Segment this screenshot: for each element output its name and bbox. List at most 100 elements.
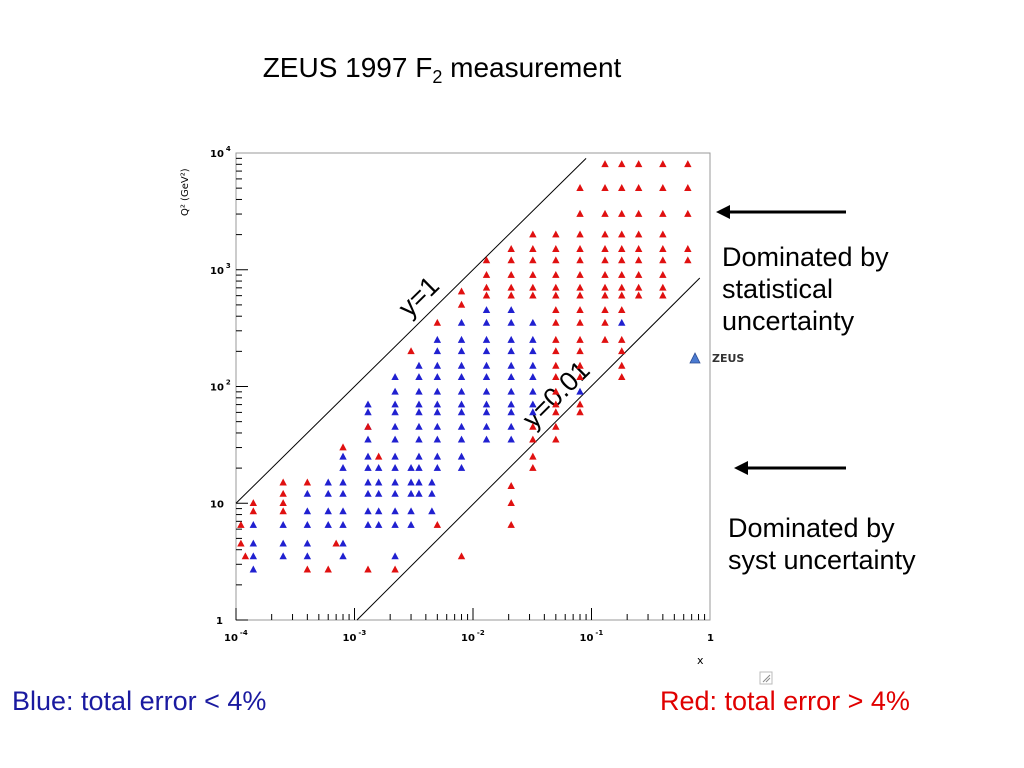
data-point-red: [684, 209, 692, 217]
data-point-red: [482, 256, 491, 264]
data-point-red: [618, 230, 626, 238]
data-point-red: [618, 209, 626, 217]
data-point-blue: [457, 408, 466, 416]
axis-ticks: [235, 157, 706, 621]
data-point-red: [576, 256, 584, 264]
data-point-blue: [391, 387, 399, 395]
data-point-blue: [529, 387, 537, 395]
data-point-blue: [433, 373, 442, 381]
data-point-red: [507, 245, 515, 252]
data-point-red: [659, 209, 667, 217]
data-point-blue: [391, 400, 399, 408]
data-point-red: [482, 291, 491, 299]
x-tick-exponent: -2: [477, 629, 485, 637]
data-point-red: [279, 499, 287, 507]
data-point-blue: [457, 463, 466, 471]
data-point-red: [507, 283, 515, 291]
data-point-red: [391, 565, 399, 573]
data-point-blue: [457, 335, 466, 343]
data-point-red: [279, 507, 287, 515]
data-point-red: [552, 408, 560, 416]
data-point-red: [576, 306, 584, 314]
data-point-red: [618, 306, 626, 314]
data-point-blue: [529, 335, 537, 343]
data-point-red: [618, 256, 626, 264]
data-point-red: [552, 270, 560, 278]
data-point-red: [552, 373, 560, 381]
data-point-red: [618, 283, 626, 291]
data-point-blue: [507, 387, 515, 395]
y-tick-exponent: 3: [226, 262, 231, 270]
data-point-blue: [324, 520, 332, 528]
data-point-blue: [482, 373, 491, 381]
data-point-blue: [482, 361, 491, 369]
footer-red-legend: Red: total error > 4%: [660, 686, 910, 716]
data-point-blue: [428, 507, 436, 515]
data-point-red: [576, 373, 584, 381]
slide-title-rest: measurement: [442, 52, 622, 83]
data-point-red: [684, 245, 692, 252]
data-point-blue: [407, 463, 415, 471]
data-point-red: [576, 291, 584, 299]
data-point-red: [634, 230, 643, 238]
data-point-red: [482, 270, 491, 278]
kinematic-limit-lines: y=1y=0.01: [235, 157, 701, 621]
data-point-blue: [339, 507, 347, 515]
plot-frame: [235, 152, 711, 621]
data-point-red: [684, 160, 692, 168]
data-point-red: [659, 291, 667, 299]
data-point-blue: [507, 373, 515, 381]
data-point-blue: [457, 400, 466, 408]
data-point-blue: [249, 552, 258, 560]
data-point-blue: [507, 408, 515, 416]
data-point-red: [601, 335, 609, 343]
legend: ZEUS: [689, 352, 744, 365]
y-tick-exponent: 2: [226, 379, 231, 387]
data-point-red: [529, 463, 537, 471]
data-point-red: [507, 520, 515, 528]
data-point-red: [433, 520, 442, 528]
data-point-red: [552, 335, 560, 343]
data-point-red: [374, 452, 383, 460]
data-point-blue: [529, 408, 537, 416]
data-point-blue: [249, 565, 258, 573]
data-point-red: [659, 270, 667, 278]
arrow-statistical-icon: [716, 205, 846, 219]
data-point-blue: [433, 387, 442, 395]
data-point-red: [552, 361, 560, 369]
data-point-red: [552, 318, 560, 326]
data-point-red: [407, 347, 415, 355]
x-tick-exponent: -4: [240, 629, 248, 637]
y-axis-label: Q² (GeV²): [180, 168, 191, 216]
data-point-blue: [457, 452, 466, 460]
data-point-blue: [576, 387, 584, 395]
data-point-blue: [529, 400, 537, 408]
data-point-red: [529, 270, 537, 278]
data-point-blue: [433, 463, 442, 471]
data-point-blue: [507, 400, 515, 408]
data-point-blue: [433, 408, 442, 416]
data-point-red: [529, 422, 537, 430]
data-point-red: [601, 209, 609, 217]
data-point-red: [684, 184, 692, 191]
data-point-blue: [482, 435, 491, 443]
data-point-blue: [482, 422, 491, 430]
data-point-red: [618, 270, 626, 278]
data-point-red: [529, 283, 537, 291]
data-point-red: [634, 283, 643, 291]
x-tick-label: 10 -2: [461, 629, 485, 644]
y-tick-label: 10 2: [210, 379, 231, 394]
x-tick-exponent: -3: [358, 629, 366, 637]
data-point-red: [552, 245, 560, 252]
data-point-red: [249, 499, 258, 507]
data-point-blue: [364, 408, 372, 416]
data-point-blue: [482, 408, 491, 416]
data-point-blue: [391, 373, 399, 381]
data-point-red: [576, 209, 584, 217]
data-point-blue: [339, 539, 347, 547]
data-markers: [237, 160, 692, 573]
data-point-blue: [339, 489, 347, 497]
data-point-blue: [529, 347, 537, 355]
data-point-blue: [279, 552, 287, 560]
